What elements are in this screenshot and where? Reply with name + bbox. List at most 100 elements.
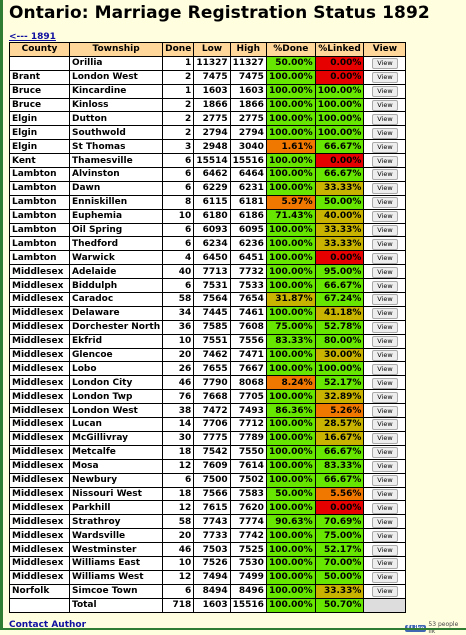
high-cell: 1866 (229, 97, 267, 113)
view-button[interactable]: View (372, 544, 398, 556)
table-row: Middlesex Ekfrid 10 7551 7556 83.33% 80.00% Vie… (9, 333, 407, 349)
view-button[interactable]: View (372, 211, 398, 223)
view-button[interactable]: View (372, 280, 398, 292)
view-button[interactable]: View (372, 586, 398, 598)
done-cell: 2 (162, 125, 195, 141)
view-button[interactable]: View (372, 350, 398, 361)
percent-linked-cell: 0.00% (314, 69, 365, 85)
total-done-cell: 718 (162, 597, 195, 613)
table-row: Elgin St Thomas 3 2948 3040 1.61% 66.67% View (9, 139, 407, 155)
township-cell: London West (68, 69, 164, 85)
percent-done-cell: 100.00% (265, 444, 316, 460)
percent-done-cell: 100.00% (265, 583, 316, 599)
view-button[interactable]: View (372, 266, 398, 278)
header-low[interactable]: Low (193, 42, 231, 57)
contact-author-link[interactable]: Contact Author (9, 620, 87, 630)
percent-linked-cell: 66.67% (314, 278, 365, 294)
percent-linked-cell: 32.89% (314, 389, 365, 405)
view-button[interactable]: View (372, 419, 398, 431)
percent-done-cell: 100.00% (265, 542, 316, 557)
table-row: Middlesex Lobo 26 7655 7667 100.00% 100.00% Vie… (9, 361, 407, 377)
view-button[interactable]: View (372, 100, 398, 111)
high-cell: 7550 (229, 444, 267, 460)
percent-done-cell: 100.00% (265, 528, 316, 544)
view-button[interactable]: View (372, 516, 398, 528)
previous-year-link[interactable]: <--- 1891 (9, 32, 56, 42)
percent-done-cell: 100.00% (265, 111, 316, 127)
view-cell: View (363, 542, 407, 557)
table-row: Lambton Warwick 4 6450 6451 100.00% 0.00% View (9, 250, 407, 266)
view-button[interactable]: View (372, 488, 398, 500)
low-cell: 7462 (193, 347, 231, 363)
county-cell: Elgin (9, 139, 70, 155)
view-button[interactable]: View (372, 238, 398, 250)
view-button[interactable]: View (372, 391, 398, 403)
view-button[interactable]: View (372, 322, 398, 334)
header-percent-done[interactable]: %Done (265, 42, 316, 57)
high-cell: 7712 (229, 417, 267, 432)
header-county[interactable]: County (9, 42, 70, 57)
percent-done-cell: 100.00% (265, 264, 316, 280)
view-button[interactable]: View (372, 127, 398, 139)
done-cell: 38 (162, 403, 195, 419)
view-button[interactable]: View (372, 252, 398, 264)
view-button[interactable]: View (372, 141, 398, 153)
view-button[interactable]: View (372, 86, 398, 98)
view-button[interactable]: View (372, 475, 398, 487)
township-cell: Dawn (68, 180, 164, 196)
township-cell: Lobo (68, 361, 164, 377)
view-button[interactable]: View (372, 405, 398, 417)
view-button[interactable]: View (372, 197, 398, 209)
view-button[interactable]: View (372, 461, 398, 473)
view-button[interactable]: View (372, 530, 398, 542)
view-button[interactable]: View (372, 225, 398, 236)
low-cell: 7564 (193, 292, 231, 307)
township-cell: London Twp (68, 389, 164, 405)
low-cell: 11327 (193, 55, 231, 71)
header-percent-linked[interactable]: %Linked (314, 42, 365, 57)
view-button[interactable]: View (372, 336, 398, 348)
view-button[interactable]: View (372, 169, 398, 181)
township-cell: Adelaide (68, 264, 164, 280)
low-cell: 2794 (193, 125, 231, 141)
low-cell: 7615 (193, 500, 231, 516)
view-button[interactable]: View (372, 294, 398, 306)
percent-done-cell: 100.00% (265, 458, 316, 474)
view-button[interactable]: View (372, 72, 398, 84)
township-cell: Westminster (68, 542, 164, 557)
view-button[interactable]: View (372, 377, 398, 389)
table-row: Elgin Southwold 2 2794 2794 100.00% 100.00% Vie… (9, 125, 407, 141)
done-cell: 20 (162, 347, 195, 363)
view-button[interactable]: View (372, 363, 398, 375)
view-button[interactable]: View (372, 502, 398, 514)
view-cell: View (363, 139, 407, 155)
view-button[interactable]: View (372, 183, 398, 195)
view-cell: View (363, 55, 407, 71)
percent-done-cell: 1.61% (265, 139, 316, 155)
total-row: Total 718 1603 15516 100.00% 50.70% (9, 597, 407, 613)
view-button[interactable]: View (372, 113, 398, 125)
township-cell: Nissouri West (68, 486, 164, 502)
high-cell: 7525 (229, 542, 267, 557)
view-button[interactable]: View (372, 58, 398, 70)
header-high[interactable]: High (229, 42, 267, 57)
table-row: Middlesex Dorchester North 36 7585 7608 75.00… (9, 319, 407, 335)
table-row: Middlesex Parkhill 12 7615 7620 100.00% 0.00% V… (9, 500, 407, 516)
township-cell: Williams East (68, 555, 164, 571)
view-button[interactable]: View (372, 308, 398, 320)
view-button[interactable]: View (372, 155, 398, 167)
view-button[interactable]: View (372, 558, 398, 570)
view-button[interactable]: View (372, 447, 398, 459)
township-cell: Euphemia (68, 208, 164, 224)
done-cell: 10 (162, 208, 195, 224)
percent-done-cell: 100.00% (265, 430, 316, 446)
view-button[interactable]: View (372, 572, 398, 584)
high-cell: 7461 (229, 305, 267, 321)
header-township[interactable]: Township (68, 42, 164, 57)
percent-done-cell: 100.00% (265, 389, 316, 405)
percent-linked-cell: 75.00% (314, 528, 365, 544)
view-cell: View (363, 208, 407, 224)
low-cell: 6450 (193, 250, 231, 266)
view-button[interactable]: View (372, 433, 398, 445)
header-done[interactable]: Done (162, 42, 195, 57)
